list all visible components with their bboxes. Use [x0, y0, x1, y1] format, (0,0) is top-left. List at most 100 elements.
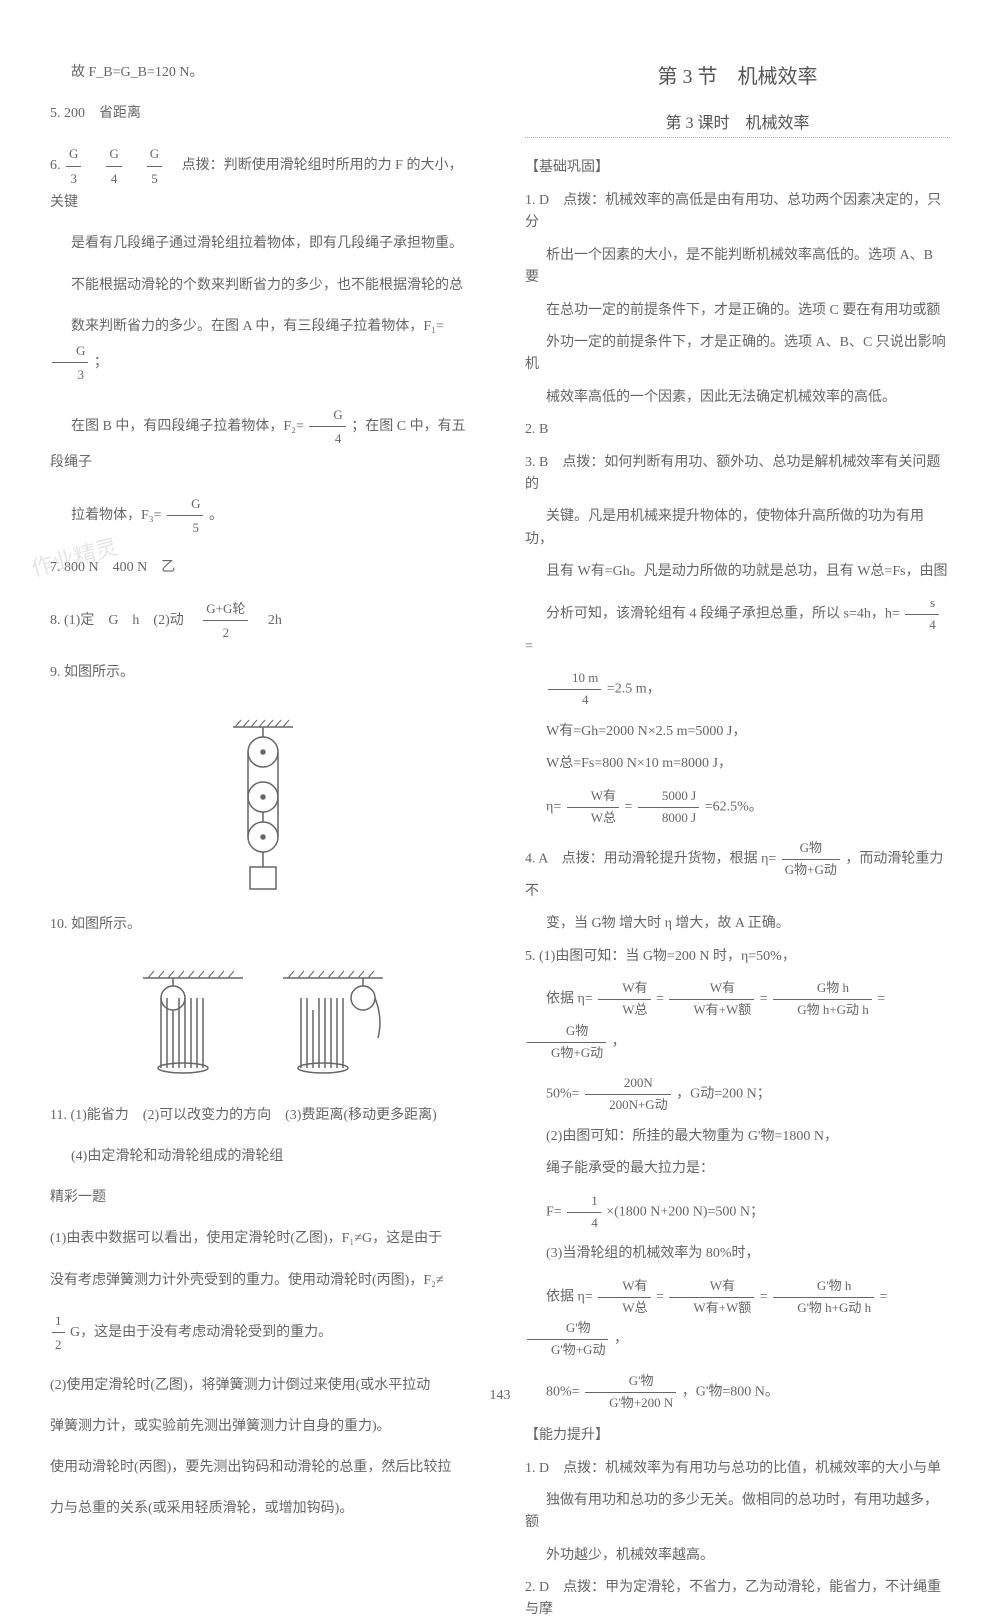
line-6-3: 不能根据动滑轮的个数来判断省力的多少，也不能根据滑轮的总 [50, 273, 475, 298]
r14-suffix: =62.5%。 [705, 799, 763, 814]
r19-prefix: 50%= [546, 1087, 580, 1102]
r10: 分析可知，该滑轮组有 4 段绳子承担总重，所以 s=4h，h= s4 = [525, 593, 950, 658]
r25: 80%= G'物G'物+200 N ，G'物=800 N。 [525, 1371, 950, 1414]
r1: 1. D 点拨：机械效率的高低是由有用功、总功两个因素决定的，只分 [525, 190, 950, 235]
r27: 独做有用功和总功的多少无关。做相同的总功时，有用功越多，额 [525, 1490, 950, 1535]
r11-suffix: =2.5 m， [607, 682, 661, 697]
line-6-4: 数来判断省力的多少。在图 A 中，有三段绳子拉着物体，F₁= G3 ； [50, 314, 475, 387]
right-column: 第 3 节 机械效率 第 3 课时 机械效率 【基础巩固】 1. D 点拨：机械… [515, 60, 950, 1404]
line-jc-1: (1)由表中数据可以看出，使用定滑轮时(乙图)，F₁≠G，这是由于 [50, 1226, 475, 1251]
r21: 绳子能承受的最大拉力是： [525, 1158, 950, 1180]
page-number: 143 [490, 1388, 511, 1404]
line-jc-5: 弹簧测力计，或实验前先测出弹簧测力计自身的重力)。 [50, 1414, 475, 1439]
heading-basic: 【基础巩固】 [525, 156, 950, 176]
frac-r19: 200N200N+G动 [585, 1073, 671, 1116]
frac-r24-3: G'物 hG'物 h+G动 h [773, 1276, 874, 1319]
frac-eta1: W有W总 [567, 786, 619, 829]
line-8: 8. (1)定 G h (2)动 G+G轮2 2h [50, 597, 475, 645]
r22-prefix: F= [546, 1204, 562, 1219]
r11: 10 m4 =2.5 m， [525, 668, 950, 711]
r18-prefix: 依据 η= [546, 992, 593, 1007]
l6-prefix: 6. [50, 158, 64, 173]
frac-g3: G3 [66, 142, 81, 190]
line-jc-7: 力与总重的关系(或采用轻质滑轮，或增加钩码)。 [50, 1496, 475, 1521]
r22: F= 14 ×(1800 N+200 N)=500 N； [525, 1191, 950, 1234]
frac-r25: G'物G'物+200 N [585, 1371, 676, 1414]
page-container: 故 F_B=G_B=120 N。 5. 200 省距离 6. G3 G4 G5 … [50, 60, 950, 1404]
r15: 4. A 点拨：用动滑轮提升货物，根据 η= G物G物+G动 ，而动滑轮重力不 [525, 838, 950, 903]
frac-g4: G4 [106, 142, 121, 190]
r3: 在总功一定的前提条件下，才是正确的。选项 C 要在有用功或额 [525, 300, 950, 322]
section-title: 第 3 节 机械效率 [525, 60, 950, 89]
line-jc-6: 使用动滑轮时(丙图)，要先测出钩码和动滑轮的总重，然后比较拉 [50, 1455, 475, 1480]
frac-eta2: 5000 J8000 J [638, 786, 699, 829]
r22-suffix: ×(1800 N+200 N)=500 N； [606, 1204, 764, 1219]
r13: W总=Fs=800 N×10 m=8000 J， [525, 753, 950, 775]
frac-g5: G5 [147, 142, 162, 190]
r24-prefix: 依据 η= [546, 1289, 593, 1304]
l6-4-suffix: ； [94, 355, 108, 370]
frac-r24-2: W有W有+W额 [669, 1276, 754, 1319]
frac-10m: 10 m4 [548, 668, 601, 711]
r2: 析出一个因素的大小，是不能判断机械效率高低的。选项 A、B 要 [525, 245, 950, 290]
r14: η= W有W总 = 5000 J8000 J =62.5%。 [525, 786, 950, 829]
frac-r22: 14 [567, 1191, 601, 1234]
frac-f1: G3 [52, 339, 88, 387]
r14-mid: = [625, 799, 633, 814]
r18: 依据 η= W有W总 = W有W有+W额 = G物 hG物 h+G动 h = G… [525, 978, 950, 1063]
r10-suffix: = [525, 639, 533, 654]
r19-suffix: ，G动=200 N； [676, 1087, 771, 1102]
r23: (3)当滑轮组的机械效率为 80%时， [525, 1243, 950, 1265]
line-9: 9. 如图所示。 [50, 660, 475, 685]
r26: 1. D 点拨：机械效率为有用功与总功的比值，机械效率的大小与单 [525, 1458, 950, 1480]
l6-6-prefix: 拉着物体，F₃= [71, 508, 162, 523]
line-6-2: 是看有几段绳子通过滑轮组拉着物体，即有几段绳子承担物重。 [50, 231, 475, 256]
frac-r24-4: G'物G'物+G动 [527, 1318, 608, 1361]
frac-r24-1: W有W总 [598, 1276, 650, 1319]
figure-10 [50, 968, 475, 1088]
r25-prefix: 80%= [546, 1384, 580, 1399]
frac-r15: G物G物+G动 [782, 838, 840, 881]
line-11: 11. (1)能省力 (2)可以改变力的方向 (3)费距离(移动更多距离) [50, 1103, 475, 1128]
line-5: 5. 200 省距离 [50, 101, 475, 126]
r28: 外功越少，机械效率越高。 [525, 1545, 950, 1567]
l8-prefix: 8. (1)定 G h (2)动 [50, 613, 198, 628]
frac-r18-1: W有W总 [598, 978, 650, 1021]
line-jc-2: 没有考虑弹簧测力计外壳受到的重力。使用动滑轮时(丙图)，F₂≠ [50, 1268, 475, 1293]
r24: 依据 η= W有W总 = W有W有+W额 = G'物 hG'物 h+G动 h =… [525, 1276, 950, 1361]
frac-r18-3: G物 hG物 h+G动 h [773, 978, 872, 1021]
r7: 3. B 点拨：如何判断有用功、额外功、总功是解机械效率有关问题的 [525, 452, 950, 497]
line-jingcai: 精彩一题 [50, 1185, 475, 1210]
frac-half: 12 [52, 1309, 65, 1357]
frac-8: G+G轮2 [203, 597, 248, 645]
line-jc-3: 12 G，这是由于没有考虑动滑轮受到的重力。 [50, 1309, 475, 1357]
r29: 2. D 点拨：甲为定滑轮，不省力，乙为动滑轮，能省力，不计绳重与摩 [525, 1577, 950, 1622]
l6-5-prefix: 在图 B 中，有四段绳子拉着物体，F₂= [71, 419, 304, 434]
r12: W有=Gh=2000 N×2.5 m=5000 J， [525, 721, 950, 743]
r16: 变，当 G物 增大时 η 增大，故 A 正确。 [525, 913, 950, 935]
pulley-diagram-9 [203, 717, 323, 897]
frac-r18-2: W有W有+W额 [669, 978, 754, 1021]
r9: 且有 W有=Gh。凡是动力所做的功就是总功，且有 W总=Fs，由图 [525, 561, 950, 583]
figure-9 [50, 717, 475, 897]
r17: 5. (1)由图可知：当 G物=200 N 时，η=50%， [525, 946, 950, 968]
line-fb: 故 F_B=G_B=120 N。 [50, 60, 475, 85]
line-10: 10. 如图所示。 [50, 912, 475, 937]
pulley-diagram-10 [123, 968, 403, 1088]
line-jc-4: (2)使用定滑轮时(乙图)，将弹簧测力计倒过来使用(或水平拉动 [50, 1373, 475, 1398]
frac-r18-4: G物G物+G动 [527, 1021, 606, 1064]
line-11-4: (4)由定滑轮和动滑轮组成的滑轮组 [50, 1144, 475, 1169]
r15-prefix: 4. A 点拨：用动滑轮提升货物，根据 η= [525, 852, 776, 867]
r14-prefix: η= [546, 799, 561, 814]
r25-suffix: ，G'物=800 N。 [682, 1384, 779, 1399]
r8: 关键。凡是用机械来提升物体的，使物体升高所做的功为有用功， [525, 506, 950, 551]
l8-suffix: 2h [254, 613, 282, 628]
line-6-5: 在图 B 中，有四段绳子拉着物体，F₂= G4 ；在图 C 中，有五段绳子 [50, 403, 475, 476]
frac-s4: s4 [905, 593, 939, 636]
frac-f3: G5 [167, 492, 203, 540]
l6-4-prefix: 数来判断省力的多少。在图 A 中，有三段绳子拉着物体，F₁= [71, 319, 444, 334]
r4: 外功一定的前提条件下，才是正确的。选项 A、B、C 只说出影响机 [525, 332, 950, 377]
line-6-1: 6. G3 G4 G5 点拨：判断使用滑轮组时所用的力 F 的大小，关键 [50, 142, 475, 215]
subsection-title: 第 3 课时 机械效率 [525, 109, 950, 138]
r10-prefix: 分析可知，该滑轮组有 4 段绳子承担总重，所以 s=4h，h= [546, 607, 900, 622]
